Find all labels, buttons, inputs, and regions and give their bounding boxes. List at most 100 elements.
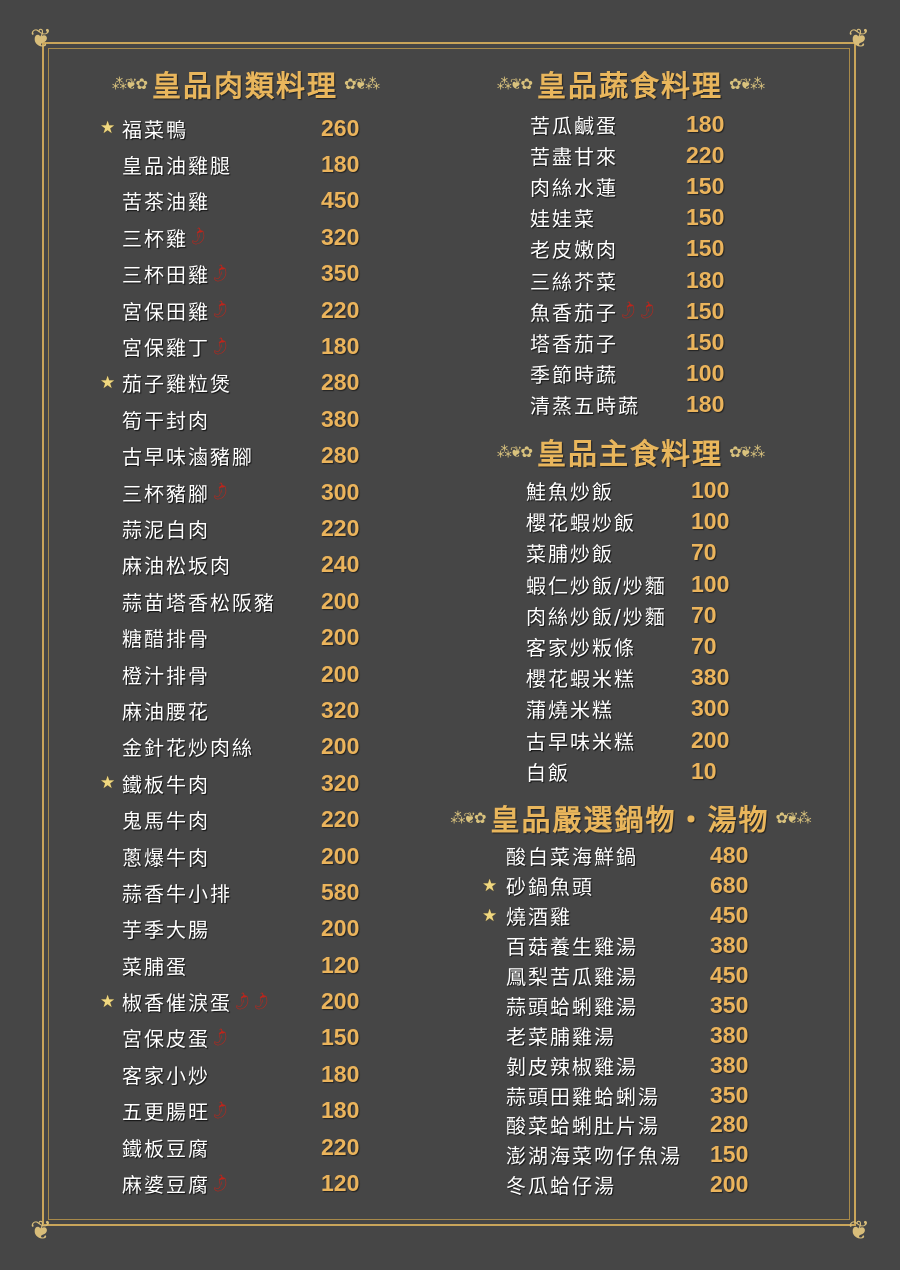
star-icon: ★ [100, 773, 116, 794]
menu-item: 古早味米糕 200 [526, 725, 729, 756]
menu-item: 橙汁排骨 200 [122, 656, 359, 692]
item-name: 砂鍋魚頭 [506, 875, 594, 900]
menu-item: 皇品油雞腿 180 [122, 146, 359, 182]
menu-item: 鮭魚炒飯 100 [526, 475, 729, 506]
item-name: 宮保雞丁 [122, 336, 210, 361]
item-price: 380 [710, 1021, 749, 1048]
menu-item: 櫻花蝦炒飯 100 [526, 506, 729, 537]
item-price: 380 [321, 405, 360, 432]
item-price: 200 [321, 587, 360, 614]
menu-item: ★ 椒香催淚蛋 🌶︎ 🌶︎ 200 [100, 983, 359, 1019]
item-price: 200 [321, 733, 360, 760]
chili-pepper-icon: 🌶︎ [208, 480, 232, 504]
item-price: 220 [321, 806, 360, 833]
menu-item: 苦瓜鹹蛋 180 [530, 109, 724, 140]
star-icon: ★ [100, 372, 116, 393]
menu-item: 澎湖海菜吻仔魚湯 150 [506, 1140, 748, 1170]
menu-item: 三杯田雞 🌶︎ 350 [122, 256, 359, 292]
item-price: 100 [691, 477, 730, 504]
section-header: ⁂❦✿ 皇品蔬食料理 ✿❦⁂ [410, 64, 850, 104]
menu-item: 糖醋排骨 200 [122, 619, 359, 655]
item-name: 冬瓜蛤仔湯 [506, 1174, 616, 1199]
item-price: 100 [686, 359, 725, 386]
item-name: 宮保皮蛋 [122, 1027, 210, 1052]
item-price: 10 [691, 757, 717, 784]
item-name: 酸菜蛤蜊肚片湯 [506, 1114, 660, 1139]
item-price: 120 [321, 951, 360, 978]
item-price: 280 [710, 1111, 749, 1138]
menu-item: 鳳梨苦瓜雞湯 450 [506, 961, 748, 991]
item-name: 金針花炒肉絲 [122, 736, 254, 761]
menu-item: 麻婆豆腐 🌶︎ 120 [122, 1165, 359, 1201]
item-name: 澎湖海菜吻仔魚湯 [506, 1144, 682, 1169]
item-price: 220 [321, 296, 360, 323]
section-header: ⁂❦✿ 皇品嚴選鍋物・湯物 ✿❦⁂ [410, 798, 850, 838]
item-name: 麻油松坂肉 [122, 554, 232, 579]
menu-list: 鮭魚炒飯 100 櫻花蝦炒飯 100 菜脯炒飯 70 蝦仁炒飯/炒麵 100 肉絲炒飯/炒麵 70… [526, 475, 729, 787]
item-price: 280 [321, 442, 360, 469]
corner-ornament-icon: ❦ [30, 1216, 52, 1246]
menu-item: 蒜泥白肉 220 [122, 510, 359, 546]
section-header: ⁂❦✿ 皇品主食料理 ✿❦⁂ [410, 432, 850, 472]
item-name: 鬼馬牛肉 [122, 809, 210, 834]
menu-item: 蔥爆牛肉 200 [122, 838, 359, 874]
gold-sprig-ornament-icon: ⁂❦✿ [496, 443, 533, 461]
corner-ornament-icon: ❦ [848, 24, 870, 54]
item-price: 200 [710, 1171, 749, 1198]
chili-pepper-icon: 🌶︎ [208, 262, 232, 286]
item-name: 鮭魚炒飯 [526, 480, 614, 505]
item-name: 蒲燒米糕 [526, 698, 614, 723]
item-name: 蒜泥白肉 [122, 517, 210, 542]
menu-item: 季節時蔬 100 [530, 358, 724, 389]
menu-item: 菜脯蛋 120 [122, 947, 359, 983]
item-price: 150 [710, 1141, 749, 1168]
item-price: 180 [686, 390, 725, 417]
item-price: 150 [686, 328, 725, 355]
star-icon: ★ [100, 118, 116, 139]
item-price: 120 [321, 1170, 360, 1197]
item-name: 五更腸旺 [122, 1100, 210, 1125]
item-name: 客家小炒 [122, 1063, 210, 1088]
chili-pepper-icon: 🌶︎ [208, 335, 232, 358]
item-price: 100 [691, 570, 730, 597]
menu-border-outer [42, 42, 856, 1226]
menu-item: ★ 砂鍋魚頭 680 [482, 871, 748, 901]
menu-item: 百菇養生雞湯 380 [506, 931, 748, 961]
item-price: 380 [691, 664, 730, 691]
menu-item: 宮保雞丁 🌶︎ 180 [122, 328, 359, 364]
item-price: 580 [321, 878, 360, 905]
item-name: 三絲芥菜 [530, 269, 618, 294]
chili-pepper-icon: 🌶︎ [634, 299, 659, 323]
item-name: 清蒸五時蔬 [530, 393, 640, 418]
item-name: 椒香催淚蛋 [122, 991, 232, 1016]
item-name: 剝皮辣椒雞湯 [506, 1054, 638, 1079]
item-name: 客家炒粄條 [526, 636, 636, 661]
chili-pepper-icon: 🌶︎ [208, 1099, 232, 1123]
item-name: 蒜香牛小排 [122, 881, 232, 906]
menu-item: 老皮嫩肉 150 [530, 233, 724, 264]
item-price: 280 [321, 369, 360, 396]
item-price: 350 [321, 260, 360, 287]
chili-pepper-icon: 🌶︎ [208, 1172, 232, 1195]
section-title: 皇品肉類料理 [151, 69, 338, 103]
menu-item: 櫻花蝦米糕 380 [526, 662, 729, 693]
item-name: 塔香茄子 [530, 331, 618, 356]
item-name: 燒酒雞 [506, 905, 572, 930]
menu-item: 三杯雞 🌶︎ 320 [122, 219, 359, 255]
item-name: 酸白菜海鮮鍋 [506, 845, 638, 870]
item-price: 320 [321, 696, 360, 723]
menu-border-inner [48, 48, 850, 1220]
menu-item: 白飯 10 [526, 756, 717, 787]
gold-sprig-ornament-icon: ✿❦⁂ [729, 75, 765, 93]
item-price: 350 [710, 991, 749, 1018]
item-price: 450 [710, 902, 749, 929]
item-price: 150 [686, 173, 725, 200]
item-name: 季節時蔬 [530, 362, 618, 387]
item-price: 350 [710, 1081, 749, 1108]
item-name: 宮保田雞 [122, 299, 210, 324]
item-name: 肉絲水蓮 [530, 176, 618, 201]
item-name: 麻油腰花 [122, 699, 210, 724]
star-icon: ★ [482, 875, 498, 896]
menu-item: 麻油腰花 320 [122, 692, 359, 728]
item-name: 三杯雞 [122, 226, 188, 251]
